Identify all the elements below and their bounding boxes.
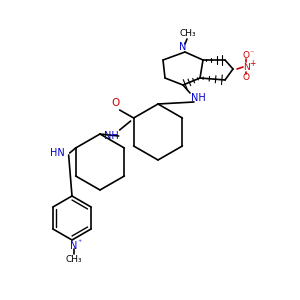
Text: N: N (179, 42, 187, 52)
Text: O: O (242, 52, 250, 61)
Text: ⁺: ⁺ (78, 238, 82, 247)
Text: CH₃: CH₃ (66, 256, 82, 265)
Text: ⁻: ⁻ (250, 49, 254, 58)
Text: +: + (249, 59, 255, 68)
Text: HN: HN (50, 148, 65, 158)
Text: N: N (70, 241, 78, 251)
Text: N: N (243, 62, 249, 71)
Text: NH: NH (190, 93, 206, 103)
Text: CH₃: CH₃ (180, 29, 196, 38)
Text: NH: NH (104, 131, 119, 141)
Text: O: O (242, 74, 250, 82)
Text: O: O (112, 98, 120, 108)
